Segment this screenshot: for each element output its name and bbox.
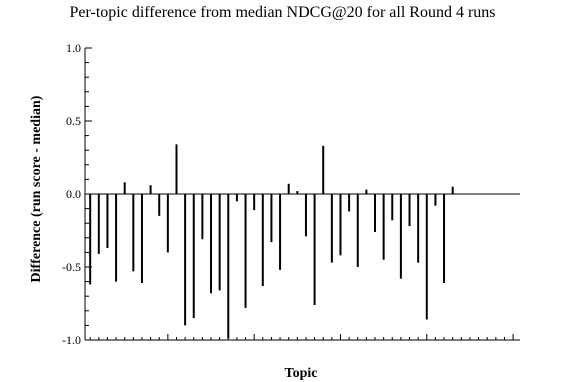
- y-tick-label: 1.0: [66, 41, 81, 55]
- y-tick-label: 0.0: [66, 187, 81, 201]
- bars: [89, 144, 454, 339]
- y-axis-label: Difference (run score - median): [29, 95, 44, 282]
- x-axis-label: Topic: [285, 366, 318, 381]
- y-tick-label: -0.5: [62, 260, 81, 274]
- y-tick-label: -1.0: [62, 333, 81, 347]
- ticks: 1.0 0.5 0.0 -0.5 -1.0: [62, 41, 514, 347]
- chart-title: Per-topic difference from median NDCG@20…: [69, 4, 496, 21]
- y-tick-label: 0.5: [66, 114, 81, 128]
